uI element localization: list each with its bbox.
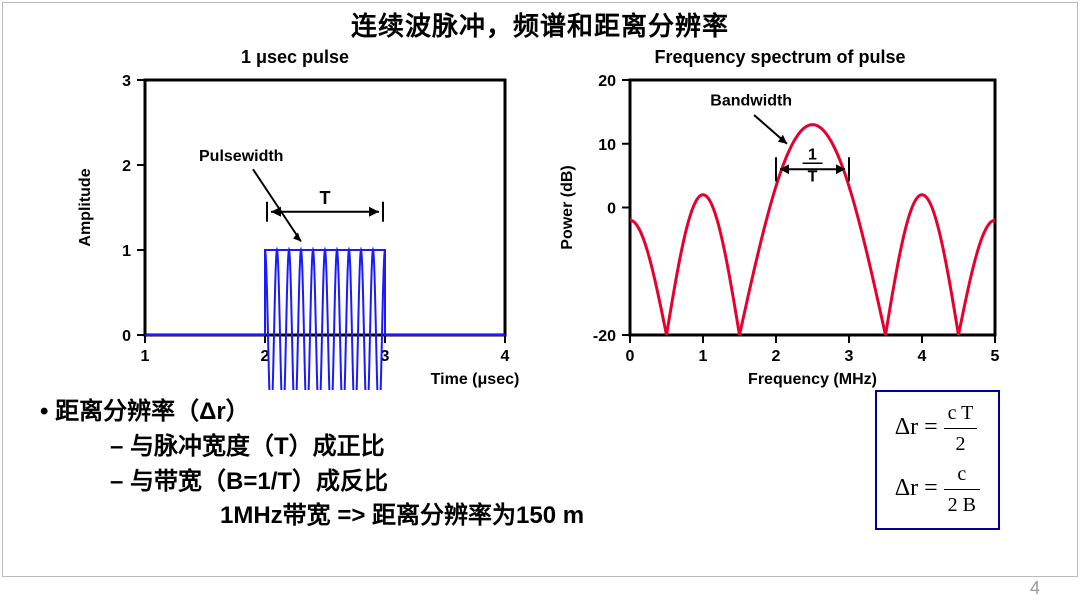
spectrum-chart-title: Frequency spectrum of pulse bbox=[550, 47, 1010, 68]
bullet-main: 距离分辨率（Δr） bbox=[55, 398, 250, 425]
svg-text:3: 3 bbox=[122, 73, 131, 90]
formula1-den: 2 bbox=[944, 429, 978, 459]
spectrum-chart: Frequency spectrum of pulse 0 1 2 3 4 5 -20 0 10… bbox=[550, 47, 1010, 390]
svg-text:T: T bbox=[808, 168, 818, 185]
svg-text:1: 1 bbox=[122, 243, 131, 260]
pulse-chart-title: 1 μsec pulse bbox=[70, 47, 520, 68]
svg-text:2: 2 bbox=[772, 348, 781, 365]
svg-text:0: 0 bbox=[626, 348, 635, 365]
svg-text:Bandwidth: Bandwidth bbox=[710, 93, 792, 110]
svg-text:5: 5 bbox=[991, 348, 1000, 365]
svg-text:-20: -20 bbox=[593, 328, 616, 345]
svg-text:Frequency (MHz): Frequency (MHz) bbox=[748, 371, 877, 388]
svg-text:10: 10 bbox=[598, 137, 616, 154]
svg-text:T: T bbox=[320, 188, 331, 208]
bullet-sub1: – 与脉冲宽度（T）成正比 bbox=[110, 430, 584, 465]
svg-text:1: 1 bbox=[141, 348, 150, 365]
formula2-den: 2 B bbox=[944, 490, 980, 520]
formula1-num: c T bbox=[944, 398, 978, 429]
svg-text:4: 4 bbox=[501, 348, 510, 365]
svg-text:0: 0 bbox=[122, 328, 131, 345]
formula-box: Δr = c T 2 Δr = c 2 B bbox=[875, 390, 1000, 530]
svg-text:Amplitude: Amplitude bbox=[77, 168, 94, 246]
formula2-left: Δr = bbox=[895, 475, 938, 501]
svg-text:Pulsewidth: Pulsewidth bbox=[199, 148, 283, 165]
svg-text:3: 3 bbox=[845, 348, 854, 365]
svg-text:1: 1 bbox=[699, 348, 708, 365]
bullet-conclusion: 1MHz带宽 => 距离分辨率为150 m bbox=[220, 499, 584, 534]
bullet-sub2: – 与带宽（B=1/T）成反比 bbox=[110, 465, 584, 500]
pulse-chart: 1 μsec pulse 12340123Time (μsec)Amplitud… bbox=[70, 47, 520, 390]
svg-text:2: 2 bbox=[122, 158, 131, 175]
svg-text:0: 0 bbox=[607, 201, 616, 218]
svg-text:Time (μsec): Time (μsec) bbox=[431, 371, 520, 388]
svg-text:4: 4 bbox=[918, 348, 927, 365]
svg-text:Power (dB): Power (dB) bbox=[559, 165, 576, 249]
formula2-num: c bbox=[944, 459, 980, 490]
svg-text:1: 1 bbox=[808, 146, 817, 163]
formula1-left: Δr = bbox=[895, 414, 938, 440]
svg-text:20: 20 bbox=[598, 73, 616, 90]
bullet-list: • 距离分辨率（Δr） – 与脉冲宽度（T）成正比 – 与带宽（B=1/T）成反… bbox=[40, 395, 584, 534]
page-number: 4 bbox=[1030, 578, 1040, 599]
